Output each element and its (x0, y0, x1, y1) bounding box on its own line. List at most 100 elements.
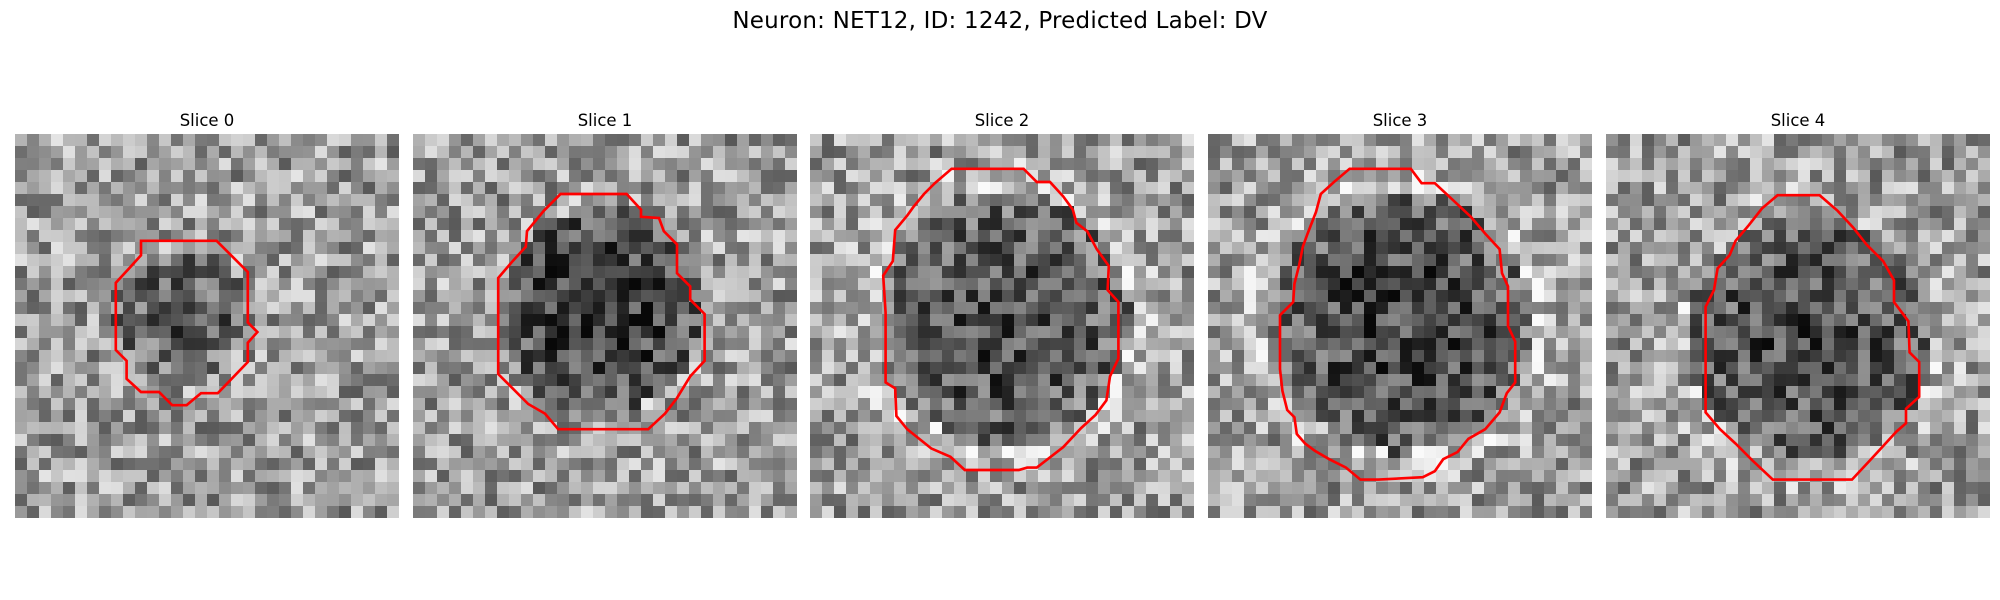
pixel (521, 458, 534, 471)
pixel (255, 410, 268, 423)
pixel (1618, 434, 1631, 447)
pixel (1568, 434, 1581, 447)
pixel (1412, 458, 1425, 471)
pixel (858, 302, 871, 315)
pixel (1316, 386, 1329, 399)
pixel (1388, 470, 1401, 483)
pixel (737, 290, 750, 303)
pixel (111, 338, 124, 351)
pixel (1496, 482, 1509, 495)
pixel (1292, 302, 1305, 315)
pixel (1568, 398, 1581, 411)
pixel (425, 410, 438, 423)
pixel (159, 410, 172, 423)
pixel (954, 302, 967, 315)
pixel (183, 482, 196, 495)
pixel (1220, 446, 1233, 459)
pixel (906, 218, 919, 231)
pixel (1002, 290, 1015, 303)
pixel (135, 410, 148, 423)
pixel (195, 446, 208, 459)
pixel (653, 134, 666, 147)
pixel (581, 350, 594, 363)
pixel (545, 170, 558, 183)
pixel (1846, 362, 1859, 375)
pixel (665, 410, 678, 423)
pixel (1388, 290, 1401, 303)
pixel (243, 398, 256, 411)
pixel (870, 494, 883, 507)
pixel (1532, 434, 1545, 447)
pixel (1520, 302, 1533, 315)
pixel (375, 410, 388, 423)
pixel (677, 338, 690, 351)
pixel (1014, 386, 1027, 399)
pixel (1702, 350, 1715, 363)
pixel (1050, 290, 1063, 303)
pixel (159, 158, 172, 171)
pixel (267, 326, 280, 339)
pixel (1436, 314, 1449, 327)
pixel (1400, 302, 1413, 315)
pixel (315, 494, 328, 507)
pixel (930, 434, 943, 447)
pixel (1666, 146, 1679, 159)
pixel (1352, 266, 1365, 279)
pixel (1170, 494, 1183, 507)
pixel (1086, 134, 1099, 147)
pixel (990, 218, 1003, 231)
pixel (1280, 290, 1293, 303)
pixel (1352, 446, 1365, 459)
pixel (737, 206, 750, 219)
pixel (1870, 422, 1883, 435)
pixel (557, 158, 570, 171)
pixel (581, 410, 594, 423)
pixel (713, 170, 726, 183)
pixel (1606, 194, 1619, 207)
pixel (605, 206, 618, 219)
pixel (1556, 302, 1569, 315)
pixel (1182, 362, 1194, 375)
pixel (677, 326, 690, 339)
pixel (617, 278, 630, 291)
pixel (111, 146, 124, 159)
pixel (1340, 254, 1353, 267)
pixel (135, 482, 148, 495)
pixel (1050, 242, 1063, 255)
pixel (629, 482, 642, 495)
pixel (1110, 410, 1123, 423)
pixel (303, 458, 316, 471)
pixel (846, 302, 859, 315)
pixel (1654, 182, 1667, 195)
pixel (1182, 146, 1194, 159)
pixel (1328, 470, 1341, 483)
pixel (617, 194, 630, 207)
pixel (1520, 206, 1533, 219)
pixel (1412, 506, 1425, 518)
pixel (773, 470, 786, 483)
pixel (27, 434, 40, 447)
pixel (207, 326, 220, 339)
pixel (930, 206, 943, 219)
pixel (135, 194, 148, 207)
pixel (1134, 194, 1147, 207)
pixel (231, 350, 244, 363)
pixel (545, 302, 558, 315)
pixel (942, 482, 955, 495)
pixel (1678, 218, 1691, 231)
pixel (1918, 422, 1931, 435)
pixel (1654, 302, 1667, 315)
pixel (1978, 326, 1990, 339)
pixel (1256, 230, 1269, 243)
pixel (1606, 338, 1619, 351)
pixel (1726, 398, 1739, 411)
pixel (1484, 506, 1497, 518)
pixel (629, 458, 642, 471)
pixel (1532, 326, 1545, 339)
pixel (267, 266, 280, 279)
pixel (629, 206, 642, 219)
pixel (557, 314, 570, 327)
pixel (1038, 494, 1051, 507)
pixel (1690, 242, 1703, 255)
pixel (135, 218, 148, 231)
